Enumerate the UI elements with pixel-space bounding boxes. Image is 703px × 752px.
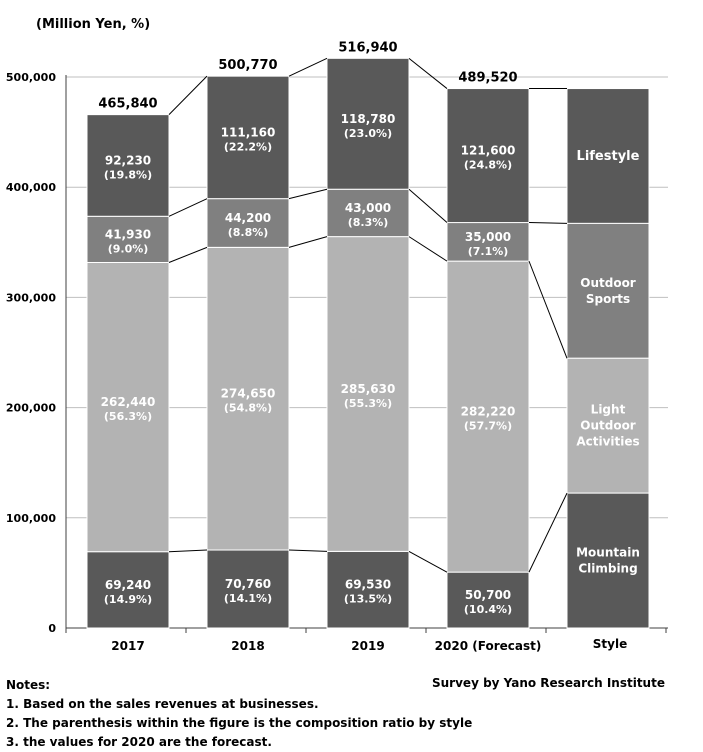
- x-category-label: 2020 (Forecast): [435, 639, 542, 653]
- segment-value-label: 282,220: [461, 405, 516, 419]
- segment-share-label: (55.3%): [344, 397, 392, 410]
- legend-connector-line: [528, 492, 568, 573]
- legend-block: [566, 492, 650, 629]
- legend-column-label: Style: [593, 637, 627, 651]
- segment-share-label: (9.0%): [108, 242, 149, 255]
- bar-segment: [206, 549, 290, 629]
- segment-value-label: 70,760: [225, 577, 271, 591]
- series-connector-line: [408, 188, 448, 223]
- bar-segment: [446, 222, 530, 262]
- bar-segment: [86, 551, 170, 629]
- note-2: 2. The parenthesis within the figure is …: [6, 716, 473, 730]
- stacked-bar-chart: 0 100,000 200,000 300,000 400,000 500,000 69,2…: [6, 40, 668, 653]
- segment-value-label: 285,630: [341, 382, 396, 396]
- series-connector-line: [408, 236, 448, 262]
- bar-segment: [206, 75, 290, 200]
- legend-connector-line: [528, 260, 568, 359]
- segment-value-label: 50,700: [465, 588, 511, 602]
- bar-total-label: 465,840: [98, 97, 157, 112]
- legend-label: Mountain Climbing: [576, 546, 640, 576]
- segment-value-label: 121,600: [461, 144, 516, 158]
- segment-value-label: 118,780: [341, 112, 396, 126]
- y-tick-label: 100,000: [6, 512, 56, 525]
- bar-segment: [446, 571, 530, 629]
- segment-value-label: 262,440: [101, 395, 156, 409]
- legend-connector-line: [528, 222, 568, 224]
- legend-label: Light Outdoor Activities: [576, 403, 639, 449]
- bar-segment: [326, 57, 410, 190]
- series-connector-line: [288, 236, 328, 248]
- legend-label: Outdoor Sports: [580, 276, 636, 306]
- legend-label: Lifestyle: [577, 149, 640, 164]
- bar-segment: [446, 260, 530, 573]
- segment-share-label: (14.9%): [104, 593, 152, 606]
- bar-total-label: 516,940: [338, 40, 397, 55]
- segment-share-label: (14.1%): [224, 592, 272, 605]
- segment-share-label: (54.8%): [224, 402, 272, 415]
- segment-value-label: 69,240: [105, 578, 151, 592]
- source-credit: Survey by Yano Research Institute: [432, 676, 665, 690]
- x-category-label: 2018: [231, 639, 264, 653]
- segment-value-label: 92,230: [105, 153, 151, 167]
- x-category-label: 2019: [351, 639, 384, 653]
- y-tick-label: 300,000: [6, 291, 56, 304]
- segment-value-label: 35,000: [465, 230, 511, 244]
- y-tick-label: 200,000: [6, 402, 56, 415]
- y-axis-unit-label: (Million Yen, %): [36, 17, 151, 32]
- segment-value-label: 274,650: [221, 387, 276, 401]
- y-tick-label: 500,000: [6, 71, 56, 84]
- segment-value-label: 44,200: [225, 211, 271, 225]
- segment-share-label: (22.2%): [224, 140, 272, 153]
- segment-share-label: (8.8%): [228, 226, 269, 239]
- series-connector-line: [288, 549, 328, 552]
- segment-share-label: (24.8%): [464, 159, 512, 172]
- bar-segment: [326, 188, 410, 238]
- series-connector-line: [168, 549, 208, 553]
- segment-share-label: (57.7%): [464, 420, 512, 433]
- note-1: 1. Based on the sales revenues at busine…: [6, 697, 319, 711]
- x-category-label: 2017: [111, 639, 144, 653]
- segment-share-label: (13.5%): [344, 593, 392, 606]
- bar-total-label: 500,770: [218, 58, 277, 73]
- segment-value-label: 43,000: [345, 201, 391, 215]
- bar-segment: [326, 550, 410, 629]
- y-tick-label: 0: [48, 622, 56, 635]
- legend-block: [566, 357, 650, 494]
- series-connector-line: [168, 75, 208, 115]
- legend-block: [566, 88, 650, 224]
- bar-segment: [86, 114, 170, 217]
- series-connector-line: [408, 550, 448, 573]
- bar-segment: [326, 236, 410, 552]
- legend-block: [566, 222, 650, 359]
- segment-share-label: (23.0%): [344, 127, 392, 140]
- series-connector-line: [288, 57, 328, 77]
- segment-share-label: (8.3%): [348, 216, 389, 229]
- note-3: 3. the values for 2020 are the forecast.: [6, 735, 272, 749]
- notes-heading: Notes:: [6, 678, 51, 692]
- bar-total-label: 489,520: [458, 71, 517, 86]
- y-tick-label: 400,000: [6, 181, 56, 194]
- segment-value-label: 111,160: [221, 125, 276, 139]
- series-connector-line: [168, 198, 208, 217]
- segment-value-label: 69,530: [345, 578, 391, 592]
- bar-segment: [86, 215, 170, 263]
- series-connector-line: [168, 246, 208, 263]
- segment-share-label: (7.1%): [468, 245, 509, 258]
- series-connector-line: [288, 188, 328, 200]
- notes: Notes: 1. Based on the sales revenues at…: [6, 676, 472, 752]
- bar-segment: [446, 88, 530, 224]
- segment-share-label: (19.8%): [104, 168, 152, 181]
- segment-share-label: (10.4%): [464, 603, 512, 616]
- bar-segment: [206, 246, 290, 551]
- series-connector-line: [408, 57, 448, 89]
- segment-value-label: 41,930: [105, 227, 151, 241]
- bar-segment: [206, 198, 290, 248]
- segment-share-label: (56.3%): [104, 410, 152, 423]
